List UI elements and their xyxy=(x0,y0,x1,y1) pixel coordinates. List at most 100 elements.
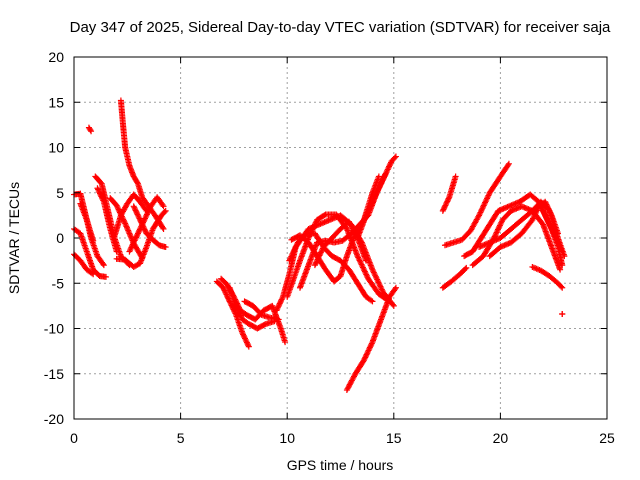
data-point-marker xyxy=(313,259,320,266)
data-point-marker xyxy=(97,190,104,197)
data-point-marker xyxy=(132,207,139,214)
data-point-marker xyxy=(136,215,143,222)
x-tick-label: 5 xyxy=(177,430,185,446)
data-point-marker xyxy=(365,206,372,213)
data-point-marker xyxy=(275,303,282,310)
data-point-marker xyxy=(127,245,134,252)
data-point-marker xyxy=(261,321,268,328)
data-point-marker xyxy=(131,237,138,244)
data-point-marker xyxy=(277,299,284,306)
data-point-marker xyxy=(90,271,97,278)
data-point-marker xyxy=(462,265,469,272)
data-point-marker xyxy=(224,294,231,301)
data-point-marker xyxy=(531,212,538,219)
data-point-marker xyxy=(292,245,299,252)
data-point-marker xyxy=(439,207,446,214)
data-point-marker xyxy=(136,226,143,233)
data-point-marker xyxy=(545,205,552,212)
data-point-marker xyxy=(137,225,144,232)
x-axis-label: GPS time / hours xyxy=(287,457,394,473)
data-point-marker xyxy=(139,220,146,227)
data-point-marker xyxy=(129,241,136,248)
data-point-marker xyxy=(384,167,391,174)
data-point-marker xyxy=(133,208,140,215)
data-point-marker xyxy=(289,250,296,257)
data-point-marker xyxy=(559,284,566,291)
data-point-marker xyxy=(368,201,375,208)
data-points xyxy=(71,97,568,394)
data-point-marker xyxy=(542,212,549,219)
y-tick-label: -5 xyxy=(52,275,65,291)
data-point-marker xyxy=(492,232,499,239)
data-point-marker xyxy=(290,249,297,256)
data-point-marker xyxy=(316,252,323,259)
data-point-marker xyxy=(366,344,373,351)
data-point-marker xyxy=(547,223,554,230)
data-point-marker xyxy=(373,190,380,197)
y-tick-label: 5 xyxy=(56,185,64,201)
data-point-marker xyxy=(243,339,250,346)
data-point-marker xyxy=(494,226,501,233)
data-point-marker xyxy=(547,211,554,218)
data-point-marker xyxy=(386,163,393,170)
y-tick-label: 20 xyxy=(48,49,64,65)
data-point-marker xyxy=(146,206,153,213)
data-point-marker xyxy=(237,312,244,319)
data-point-marker xyxy=(379,177,386,184)
x-tick-label: 10 xyxy=(279,430,295,446)
data-point-marker xyxy=(140,219,147,226)
data-point-marker xyxy=(372,192,379,199)
data-point-marker xyxy=(95,186,102,193)
data-point-marker xyxy=(222,290,229,297)
data-point-marker xyxy=(544,217,551,224)
data-point-marker xyxy=(130,240,137,247)
data-point-marker xyxy=(222,288,229,295)
data-point-marker xyxy=(88,128,95,135)
data-point-marker xyxy=(367,204,374,211)
data-point-marker xyxy=(441,205,448,212)
data-point-marker xyxy=(311,222,318,229)
data-point-marker xyxy=(364,350,371,357)
x-axis-ticks: 0 5 10 15 20 25 xyxy=(70,57,615,446)
data-point-marker xyxy=(288,253,295,260)
data-point-marker xyxy=(493,229,500,236)
data-point-marker xyxy=(498,219,505,226)
data-point-marker xyxy=(545,218,552,225)
data-point-marker xyxy=(546,208,553,215)
data-point-marker xyxy=(540,209,547,216)
data-point-marker xyxy=(145,208,152,215)
data-point-marker xyxy=(225,295,232,302)
data-point-marker xyxy=(244,340,251,347)
data-point-marker xyxy=(382,171,389,178)
data-point-marker xyxy=(376,184,383,191)
data-point-marker xyxy=(368,199,375,206)
data-point-marker xyxy=(382,170,389,177)
data-point-marker xyxy=(533,208,540,215)
data-point-marker xyxy=(385,165,392,172)
data-point-marker xyxy=(381,173,388,180)
data-point-marker xyxy=(127,247,134,254)
data-point-marker xyxy=(236,309,243,316)
data-point-marker xyxy=(162,207,169,214)
data-point-marker xyxy=(378,180,385,187)
data-point-marker xyxy=(380,174,387,181)
data-point-marker xyxy=(161,208,168,215)
data-point-marker xyxy=(241,335,248,342)
data-point-marker xyxy=(95,187,102,194)
data-point-marker xyxy=(543,214,550,221)
data-point-marker xyxy=(274,304,281,311)
data-point-marker xyxy=(389,301,396,308)
data-point-marker xyxy=(97,192,104,199)
data-point-marker xyxy=(494,228,501,235)
data-point-marker xyxy=(318,248,325,255)
data-point-marker xyxy=(544,204,551,211)
data-point-marker xyxy=(98,193,105,200)
x-tick-label: 25 xyxy=(599,430,615,446)
data-point-marker xyxy=(135,214,142,221)
data-point-marker xyxy=(233,304,240,311)
data-point-marker xyxy=(559,311,566,318)
data-point-marker xyxy=(443,201,450,208)
data-point-marker xyxy=(363,210,370,217)
data-point-marker xyxy=(366,346,373,353)
data-point-marker xyxy=(531,211,538,218)
